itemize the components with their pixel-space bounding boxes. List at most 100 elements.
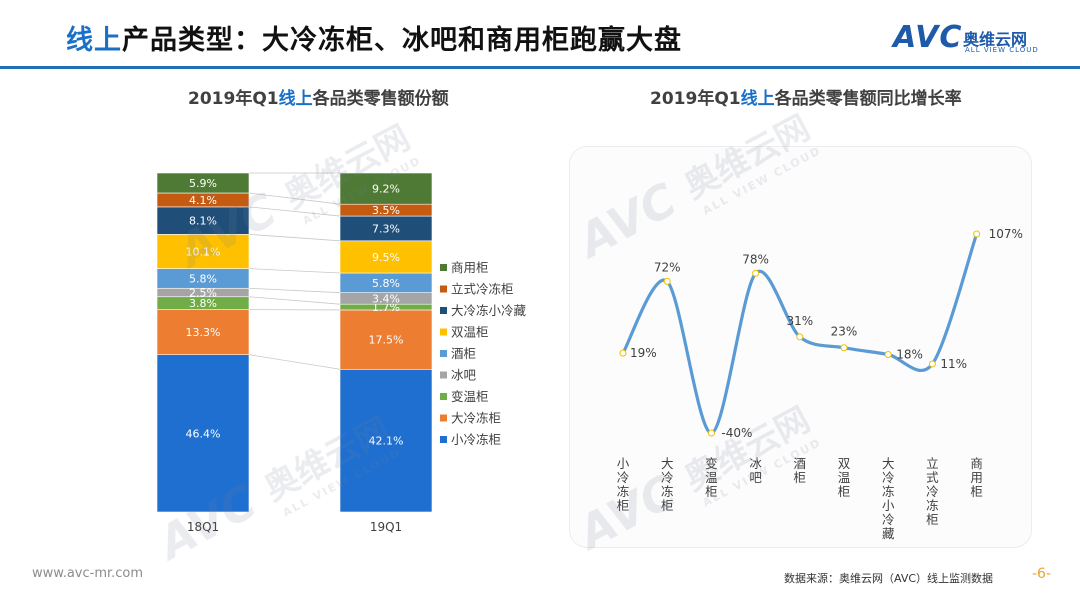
legend-label: 冰吧 [451,368,477,383]
legend-swatch [440,350,447,357]
bar-segment [339,172,433,205]
data-label: 17.5% [369,334,404,347]
data-label: 8.1% [189,215,217,228]
data-label: 13.3% [186,326,221,339]
data-label: 5.8% [372,277,400,290]
data-label: 4.1% [189,194,217,207]
data-label: 7.3% [372,222,400,235]
right-title-prefix: 2019年Q1 [650,89,741,109]
legend-swatch [440,285,447,293]
data-label: 72% [654,260,681,274]
growth-line [621,232,979,435]
series-connector [248,233,341,242]
legend-swatch [440,371,447,379]
legend-swatch [440,393,447,400]
data-label: 31% [786,314,813,328]
data-label: 3.4% [372,292,400,305]
legend-swatch [440,414,447,422]
bar-segment [339,368,433,513]
data-label: 2.5% [189,286,217,299]
legend-label: 小冷冻柜 [451,432,501,447]
x-tick-label: 小冷冻柜 [617,456,630,513]
logo-mark: AVC [893,20,963,55]
x-tick-label: 19Q1 [370,520,402,534]
avc-logo: AVC 奥维云网 ALL VIEW CLOUD [893,20,1063,62]
x-tick-label: 变温柜 [705,456,718,499]
data-point [663,277,671,285]
left-title-suffix: 各品类零售额份额 [312,89,449,109]
data-point [752,269,760,277]
page-number: -6- [1032,566,1052,582]
data-point [796,333,804,341]
data-label: 3.5% [372,204,400,217]
header: 线上产品类型：大冷冻柜、冰吧和商用柜跑赢大盘 AVC 奥维云网 ALL VIEW… [0,0,1080,70]
data-label: 18% [896,347,923,361]
line-chart-panel [569,146,1032,548]
legend-label: 大冷冻小冷藏 [451,303,527,318]
data-label: 107% [989,227,1023,241]
x-tick-label: 立式冷冻柜 [926,456,939,527]
data-label: 3.8% [189,297,217,310]
series-connector [248,206,341,217]
data-point [884,350,892,358]
x-tick-label: 冰吧 [749,456,762,485]
data-label: 78% [742,252,769,266]
data-label: 5.9% [189,177,217,190]
bar-segment [339,309,433,370]
data-label: 42.1% [369,435,404,448]
footer-url: www.avc-mr.com [32,566,144,581]
legend-swatch [440,436,447,443]
right-title-suffix: 各品类零售额同比增长率 [774,89,962,109]
bar-segment [339,240,433,274]
data-point [707,429,715,437]
logo-en: ALL VIEW CLOUD [965,46,1039,54]
header-rule [0,66,1080,69]
page-title-rest: 产品类型：大冷冻柜、冰吧和商用柜跑赢大盘 [122,25,682,56]
left-title-highlight: 线上 [278,89,313,109]
bar-segment [156,234,250,269]
legend-swatch [440,307,447,314]
data-point [619,349,627,357]
legend-label: 立式冷冻柜 [451,282,514,297]
data-point [973,230,981,238]
series-connector [248,287,341,294]
left-chart-title: 2019年Q1线上各品类零售额份额 [188,84,449,109]
right-title-highlight: 线上 [740,89,775,109]
legend-label: 大冷冻柜 [451,411,501,426]
data-label: 23% [831,325,858,339]
series-connector [248,354,341,370]
bar-segment [156,354,250,513]
bar-segment [156,309,250,356]
series-connector [248,268,341,274]
right-chart-title: 2019年Q1线上各品类零售额同比增长率 [650,84,962,109]
bar-segment [339,215,433,242]
data-point [840,344,848,352]
x-tick-label: 商用柜 [970,456,983,499]
x-tick-label: 大冷冻柜 [661,456,674,513]
data-label: 5.8% [189,272,217,285]
data-label: 19% [630,346,657,360]
x-tick-label: 18Q1 [187,520,219,534]
footer-source: 数据来源：奥维云网（AVC）线上监测数据 [784,572,994,585]
page-title-highlight: 线上 [66,25,122,56]
page-title: 线上产品类型：大冷冻柜、冰吧和商用柜跑赢大盘 [66,18,682,57]
series-connector [248,192,341,205]
x-tick-label: 大冷冻小冷藏 [882,456,895,541]
x-tick-label: 双温柜 [838,456,851,499]
legend-swatch [440,328,447,336]
legend-label: 变温柜 [451,389,489,404]
bar-segment [156,172,250,194]
data-label: 46.4% [186,427,221,440]
data-label: 10.1% [186,245,221,258]
data-label: 11% [940,357,967,371]
data-label: 9.5% [372,251,400,264]
logo-cn: 奥维云网 [963,30,1028,49]
legend-label: 双温柜 [451,325,489,340]
x-tick-label: 酒柜 [794,456,807,485]
data-label: 9.2% [372,183,400,196]
legend-swatch [440,264,447,271]
left-title-prefix: 2019年Q1 [188,89,279,109]
series-connector [248,296,341,305]
